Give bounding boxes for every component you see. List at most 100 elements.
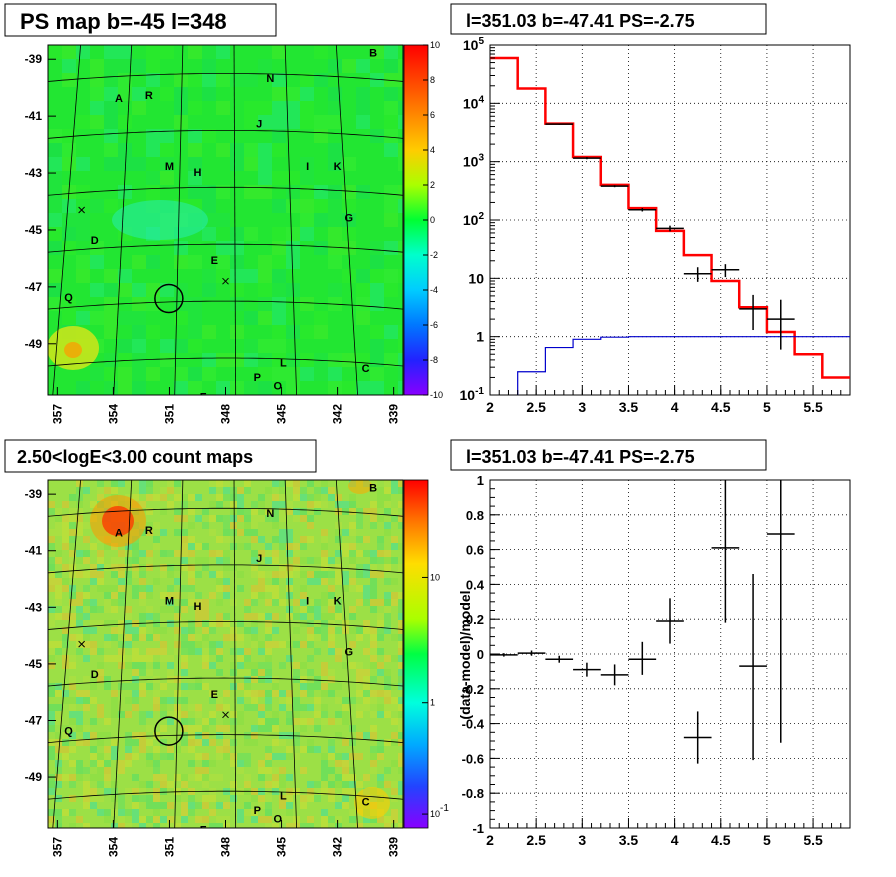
map-cell — [48, 655, 55, 662]
map-cell — [377, 711, 384, 718]
map-cell — [286, 543, 293, 550]
map-cell — [244, 676, 251, 683]
map-cell — [265, 641, 272, 648]
map-cell — [55, 585, 62, 592]
map-cell — [188, 367, 202, 381]
map-cell — [125, 732, 132, 739]
map-cell — [104, 283, 118, 297]
map-cell — [167, 599, 174, 606]
map-cell — [335, 823, 342, 828]
map-cell — [160, 353, 174, 367]
map-cell — [223, 585, 230, 592]
source-label-o: O — [274, 380, 283, 392]
map-cell — [118, 157, 132, 171]
map-cell — [230, 760, 237, 767]
map-cell — [244, 353, 258, 367]
map-cell — [83, 550, 90, 557]
map-cell — [146, 255, 160, 269]
map-cell — [202, 620, 209, 627]
map-cell — [244, 662, 251, 669]
x-tick-label: 5 — [763, 832, 771, 848]
map-cell — [335, 683, 342, 690]
map-cell — [76, 711, 83, 718]
map-cell — [286, 746, 293, 753]
map-cell — [286, 795, 293, 802]
map-cell — [286, 774, 293, 781]
map-cell — [132, 339, 146, 353]
map-cell — [356, 634, 363, 641]
residual-data-point — [628, 641, 657, 675]
map-cell — [244, 809, 251, 816]
map-cell — [181, 802, 188, 809]
longitude-line — [113, 480, 133, 828]
map-cell — [55, 522, 62, 529]
map-cell — [377, 599, 384, 606]
map-cell — [286, 697, 293, 704]
map-cell — [188, 564, 195, 571]
map-cell — [188, 704, 195, 711]
map-cell — [335, 781, 342, 788]
map-cell — [216, 774, 223, 781]
map-cell — [230, 143, 244, 157]
map-cell — [104, 59, 118, 73]
map-cell — [279, 690, 286, 697]
map-cell — [321, 676, 328, 683]
map-cell — [181, 501, 188, 508]
map-cell — [370, 746, 377, 753]
map-cell — [258, 550, 265, 557]
map-cell — [328, 381, 342, 395]
map-cell — [188, 339, 202, 353]
map-cell — [167, 480, 174, 487]
map-cell — [62, 199, 76, 213]
map-cell — [223, 823, 230, 828]
source-label-q: Q — [64, 726, 73, 738]
map-cell — [132, 802, 139, 809]
map-cell — [132, 557, 139, 564]
map-cell — [230, 494, 237, 501]
map-cell — [258, 760, 265, 767]
map-cell — [125, 655, 132, 662]
map-cell — [307, 669, 314, 676]
residual-data-point — [683, 711, 712, 764]
spectrum-title: l=351.03 b=-47.41 PS=-2.75 — [466, 11, 695, 31]
map-cell — [160, 87, 174, 101]
map-cell — [76, 227, 90, 241]
map-cell — [286, 185, 300, 199]
map-cell — [90, 564, 97, 571]
map-cell — [174, 73, 188, 87]
map-cell — [377, 627, 384, 634]
map-cell — [83, 522, 90, 529]
map-cell — [48, 606, 55, 613]
map-cell — [237, 501, 244, 508]
map-cell — [132, 325, 146, 339]
map-cell — [181, 809, 188, 816]
map-cell — [48, 213, 62, 227]
map-cell — [370, 241, 384, 255]
map-cell — [69, 760, 76, 767]
map-cell — [328, 157, 342, 171]
map-cell — [300, 704, 307, 711]
map-cell — [90, 571, 97, 578]
map-cell — [272, 585, 279, 592]
map-cell — [69, 557, 76, 564]
map-cell — [153, 627, 160, 634]
map-cell — [104, 718, 111, 725]
map-cell — [321, 571, 328, 578]
y-tick-label: -47 — [25, 713, 43, 727]
map-cell — [62, 578, 69, 585]
map-cell — [202, 59, 216, 73]
map-cell — [272, 613, 279, 620]
map-cell — [118, 802, 125, 809]
map-cell — [216, 269, 230, 283]
map-cell — [125, 557, 132, 564]
map-cell — [328, 585, 335, 592]
map-cell — [132, 648, 139, 655]
map-cell — [391, 480, 398, 487]
map-cell — [321, 816, 328, 823]
map-cell — [104, 367, 118, 381]
map-cell — [90, 697, 97, 704]
colorbar-tick-label: 2 — [430, 180, 435, 190]
map-cell — [104, 45, 118, 59]
map-cell — [111, 697, 118, 704]
map-cell — [132, 634, 139, 641]
